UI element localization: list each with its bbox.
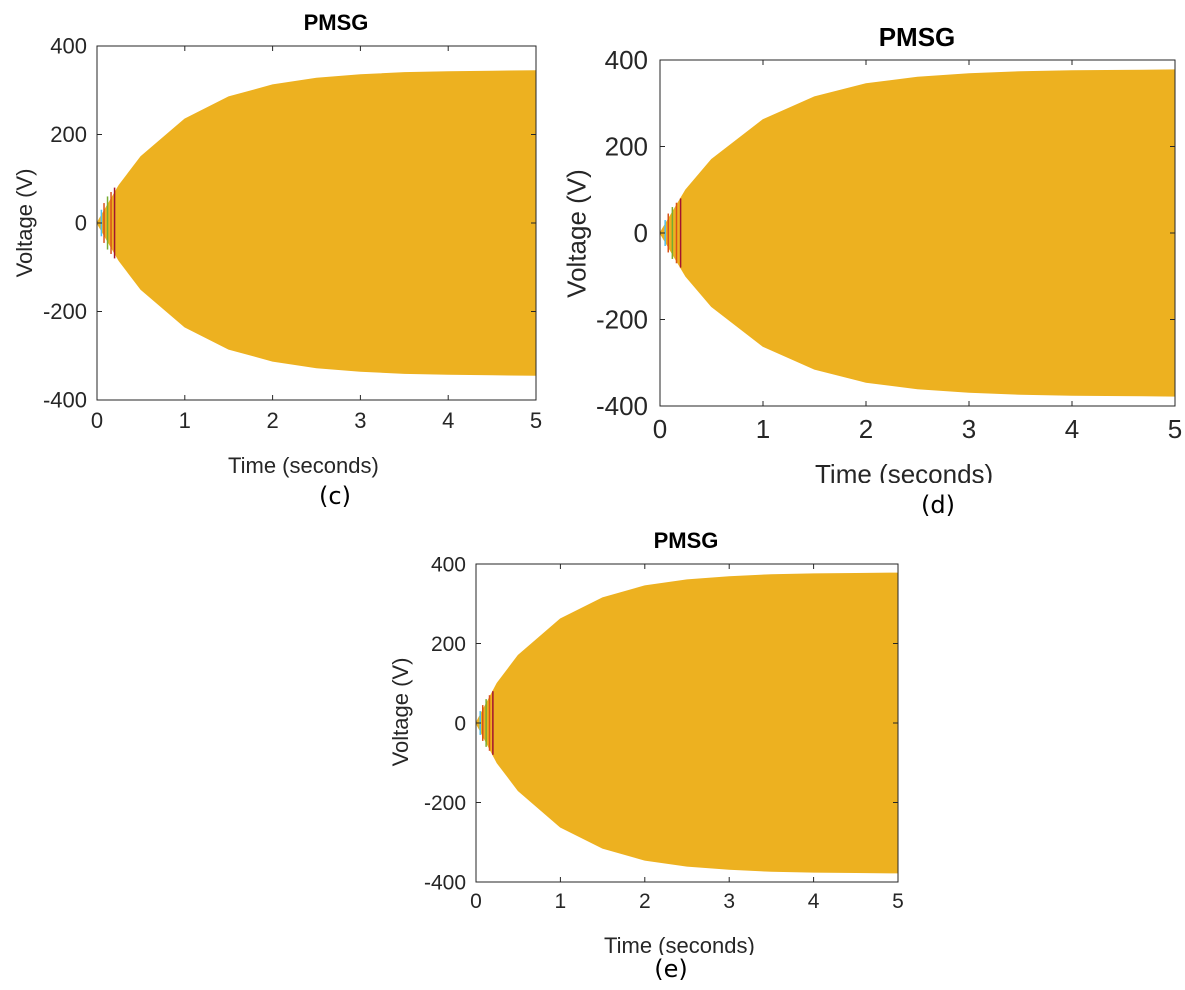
y-tick-label: -400 bbox=[424, 871, 466, 894]
x-tick-label: 0 bbox=[91, 408, 103, 433]
chart-title: PMSG bbox=[303, 10, 369, 35]
x-tick-label: 0 bbox=[470, 890, 482, 913]
x-tick-label: 2 bbox=[639, 890, 651, 913]
x-tick-label: 4 bbox=[808, 890, 820, 913]
x-tick-label: 2 bbox=[266, 408, 278, 433]
x-tick-label: 1 bbox=[179, 408, 191, 433]
y-axis-label: Voltage (V) bbox=[388, 657, 413, 767]
x-tick-label: 5 bbox=[892, 890, 904, 913]
x-tick-label: 4 bbox=[442, 408, 454, 433]
y-tick-label: -400 bbox=[43, 388, 87, 413]
x-tick-label: 4 bbox=[1065, 414, 1079, 444]
chart-title: PMSG bbox=[653, 528, 719, 553]
y-tick-label: -400 bbox=[596, 391, 648, 421]
chart-title: PMSG bbox=[878, 22, 956, 52]
x-tick-label: 3 bbox=[723, 890, 735, 913]
y-tick-label: -200 bbox=[43, 299, 87, 324]
y-tick-label: 200 bbox=[431, 633, 466, 656]
x-tick-label: 5 bbox=[1168, 414, 1182, 444]
y-tick-label: 0 bbox=[634, 218, 648, 248]
y-tick-label: 200 bbox=[605, 132, 648, 162]
x-axis-label: Time (seconds) bbox=[604, 933, 755, 955]
y-tick-label: 400 bbox=[50, 34, 87, 59]
x-tick-label: 1 bbox=[555, 890, 567, 913]
y-tick-label: 400 bbox=[605, 45, 648, 75]
x-tick-label: 3 bbox=[354, 408, 366, 433]
x-tick-label: 0 bbox=[653, 414, 667, 444]
figure-caption: (c) bbox=[319, 482, 351, 510]
y-tick-label: -200 bbox=[596, 305, 648, 335]
x-axis-label: Time (seconds) bbox=[815, 459, 994, 483]
y-tick-label: 0 bbox=[454, 712, 466, 735]
y-tick-label: 400 bbox=[431, 553, 466, 576]
y-tick-label: 0 bbox=[75, 211, 87, 236]
x-tick-label: 5 bbox=[530, 408, 542, 433]
x-tick-label: 1 bbox=[756, 414, 770, 444]
figure-caption: (e) bbox=[654, 955, 688, 983]
y-tick-label: -200 bbox=[424, 792, 466, 815]
x-tick-label: 3 bbox=[962, 414, 976, 444]
x-axis-label: Time (seconds) bbox=[228, 453, 379, 478]
figure-caption: (d) bbox=[921, 491, 955, 519]
x-tick-label: 2 bbox=[859, 414, 873, 444]
y-tick-label: 200 bbox=[50, 122, 87, 147]
